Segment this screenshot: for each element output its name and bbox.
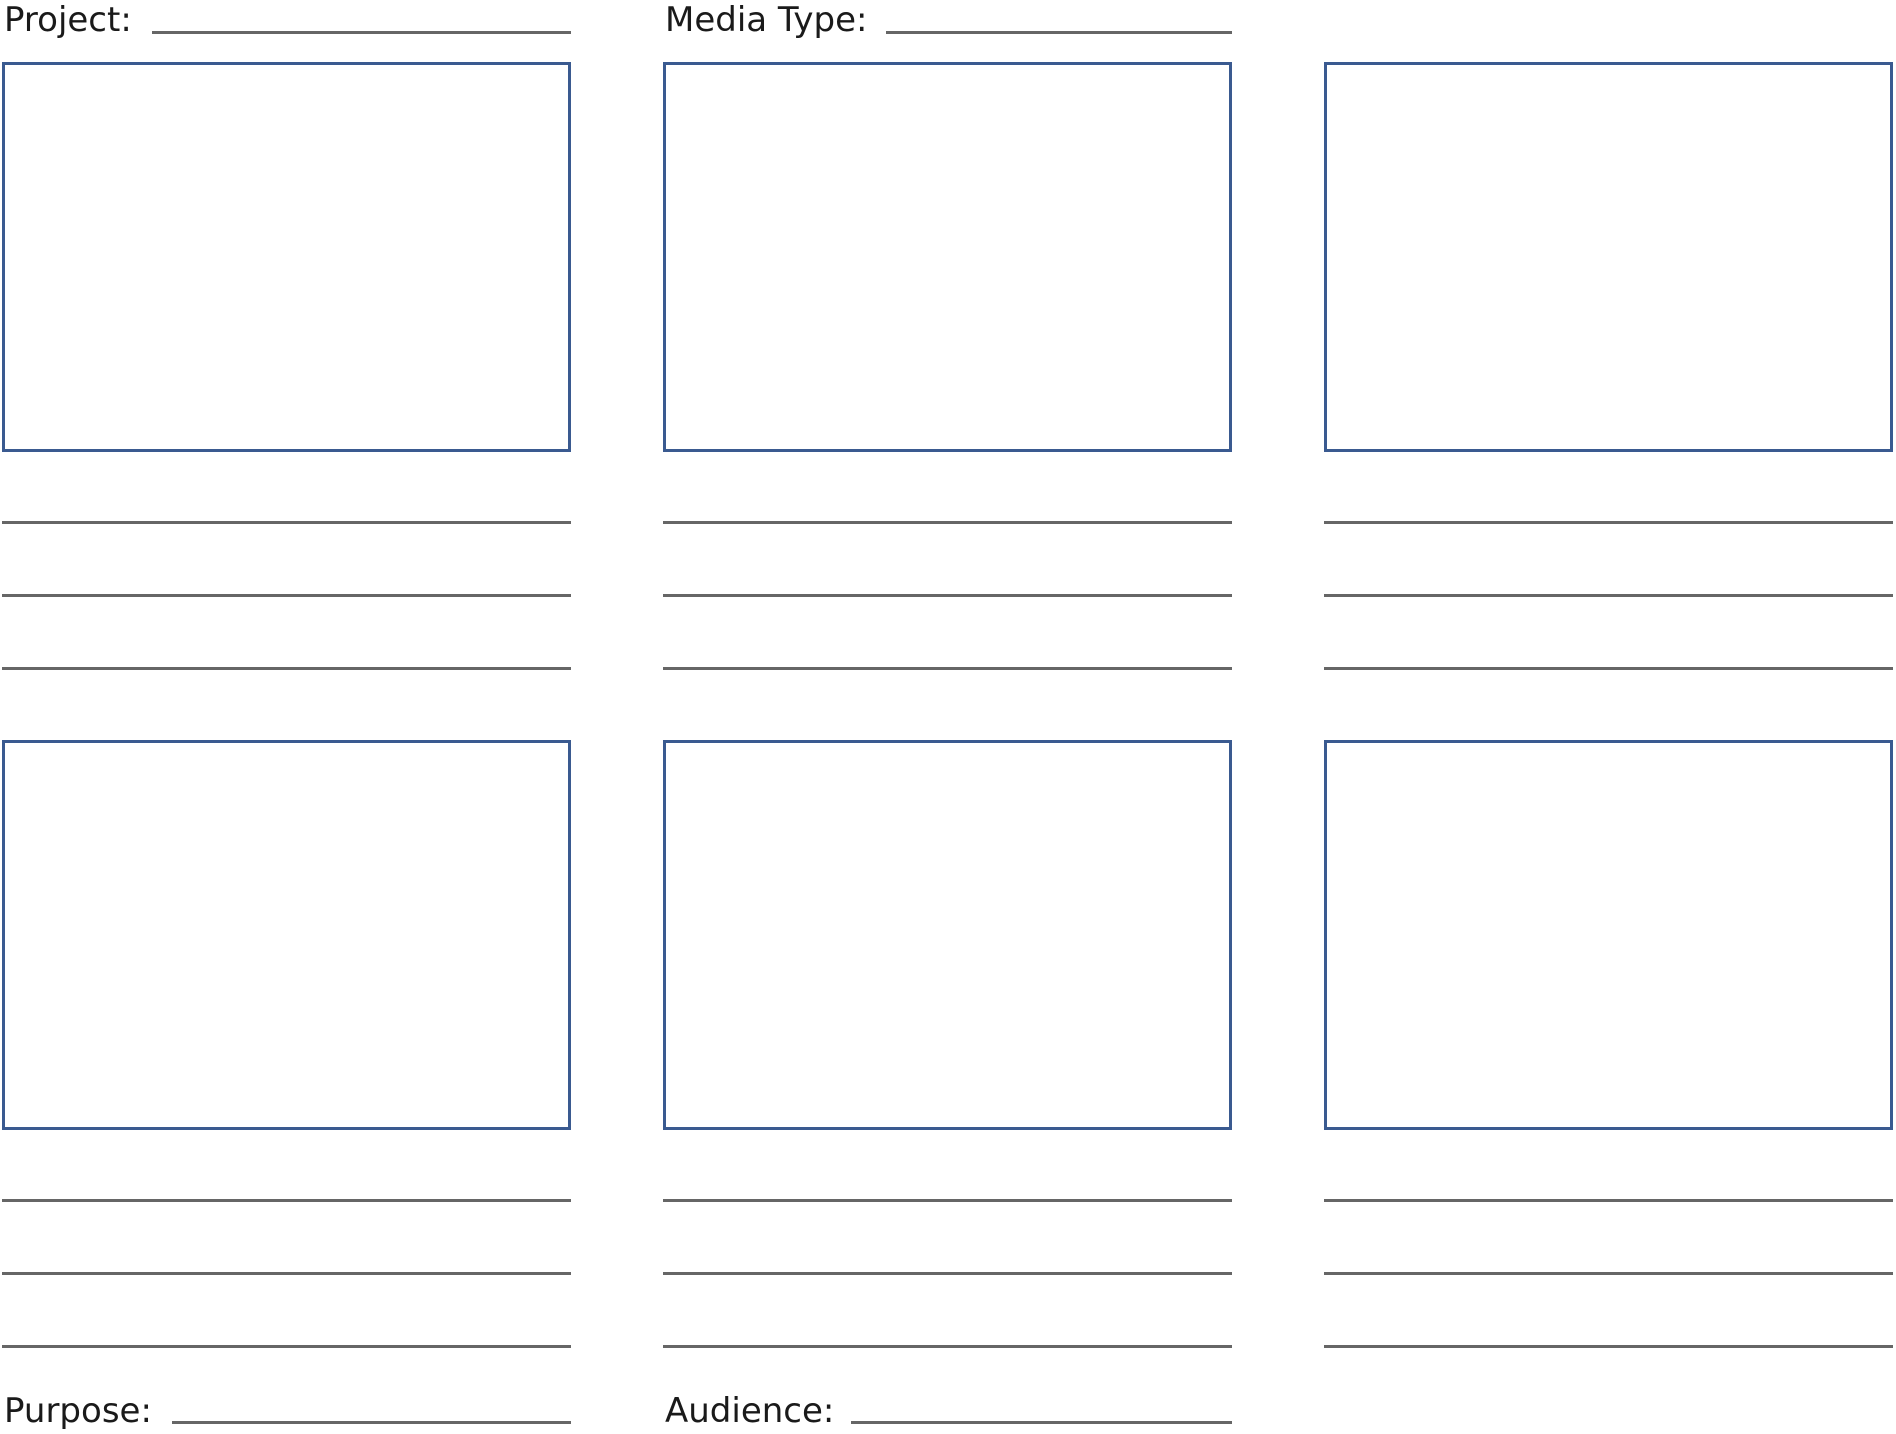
- note-line[interactable]: [2, 521, 571, 524]
- audience-field[interactable]: [851, 1421, 1232, 1424]
- media-type-label: Media Type:: [665, 0, 868, 40]
- note-line[interactable]: [663, 1345, 1232, 1348]
- note-line[interactable]: [2, 1272, 571, 1275]
- note-line[interactable]: [663, 521, 1232, 524]
- project-label: Project:: [4, 0, 132, 40]
- note-line[interactable]: [2, 667, 571, 670]
- audience-label: Audience:: [665, 1391, 835, 1431]
- media-type-field[interactable]: [886, 31, 1232, 34]
- note-line[interactable]: [2, 1199, 571, 1202]
- note-line[interactable]: [663, 1199, 1232, 1202]
- note-line[interactable]: [1324, 1272, 1893, 1275]
- purpose-label: Purpose:: [4, 1391, 152, 1431]
- note-line[interactable]: [1324, 521, 1893, 524]
- note-line[interactable]: [1324, 594, 1893, 597]
- note-line[interactable]: [663, 594, 1232, 597]
- storyboard-frame[interactable]: [663, 62, 1232, 452]
- note-line[interactable]: [1324, 1345, 1893, 1348]
- note-line[interactable]: [2, 1345, 571, 1348]
- note-line[interactable]: [1324, 1199, 1893, 1202]
- note-line[interactable]: [663, 667, 1232, 670]
- storyboard-frame[interactable]: [663, 740, 1232, 1130]
- note-line[interactable]: [1324, 667, 1893, 670]
- purpose-field[interactable]: [172, 1421, 571, 1424]
- storyboard-frame[interactable]: [2, 740, 571, 1130]
- storyboard-frame[interactable]: [2, 62, 571, 452]
- note-line[interactable]: [2, 594, 571, 597]
- note-line[interactable]: [663, 1272, 1232, 1275]
- project-field[interactable]: [152, 31, 571, 34]
- storyboard-frame[interactable]: [1324, 740, 1893, 1130]
- storyboard-frame[interactable]: [1324, 62, 1893, 452]
